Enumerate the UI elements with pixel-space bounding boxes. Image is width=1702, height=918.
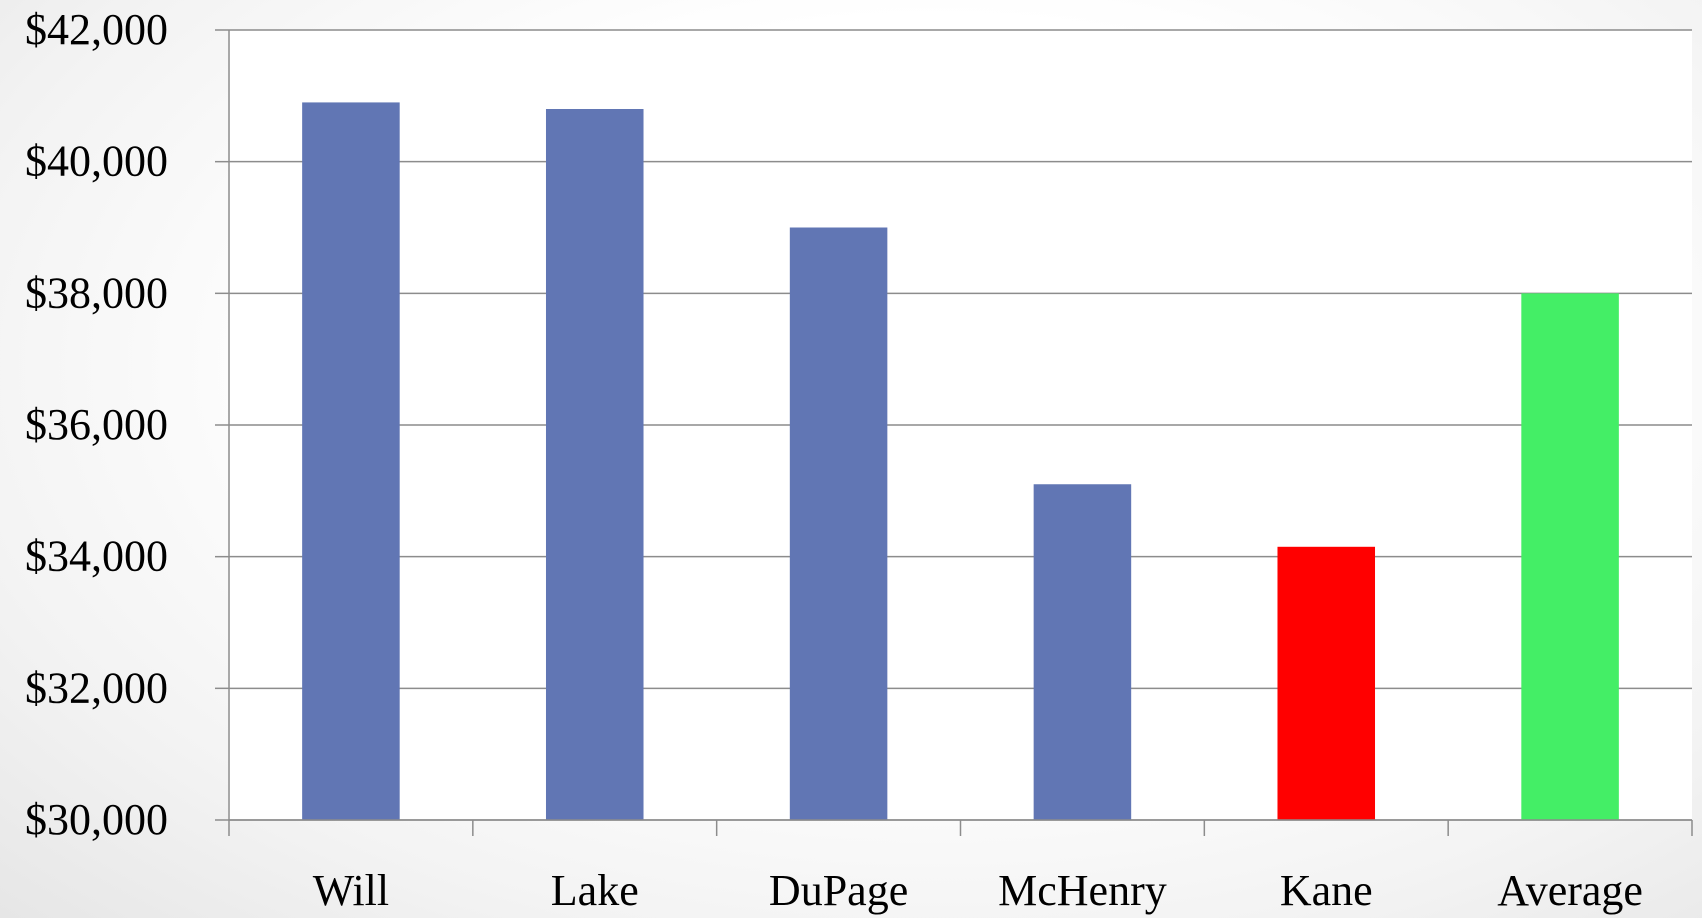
x-tick-label: DuPage xyxy=(769,866,908,915)
bar xyxy=(1033,484,1132,820)
x-tick-label: Lake xyxy=(551,866,639,915)
y-tick-label: $40,000 xyxy=(25,137,168,186)
x-tick-label: Kane xyxy=(1280,866,1373,915)
y-tick-label: $34,000 xyxy=(25,532,168,581)
x-tick-label: Average xyxy=(1497,866,1643,915)
y-tick-label: $30,000 xyxy=(25,795,168,844)
y-tick-label: $32,000 xyxy=(25,663,168,712)
axes xyxy=(215,29,1693,836)
bar xyxy=(545,109,644,820)
x-tick-labels: Will Lake DuPage McHenry Kane Average xyxy=(313,866,1643,915)
y-tick-label: $38,000 xyxy=(25,268,168,317)
bar xyxy=(302,102,400,820)
y-tick-labels: $30,000 $32,000 $34,000 $36,000 $38,000 $40,0… xyxy=(25,5,168,844)
x-tick-label: McHenry xyxy=(998,866,1167,915)
x-tick-label: Will xyxy=(313,866,389,915)
bars xyxy=(302,102,1619,820)
bar xyxy=(789,227,888,820)
bar xyxy=(1277,546,1376,820)
bar xyxy=(1521,293,1619,820)
y-tick-label: $36,000 xyxy=(25,400,168,449)
y-tick-label: $42,000 xyxy=(25,5,168,54)
